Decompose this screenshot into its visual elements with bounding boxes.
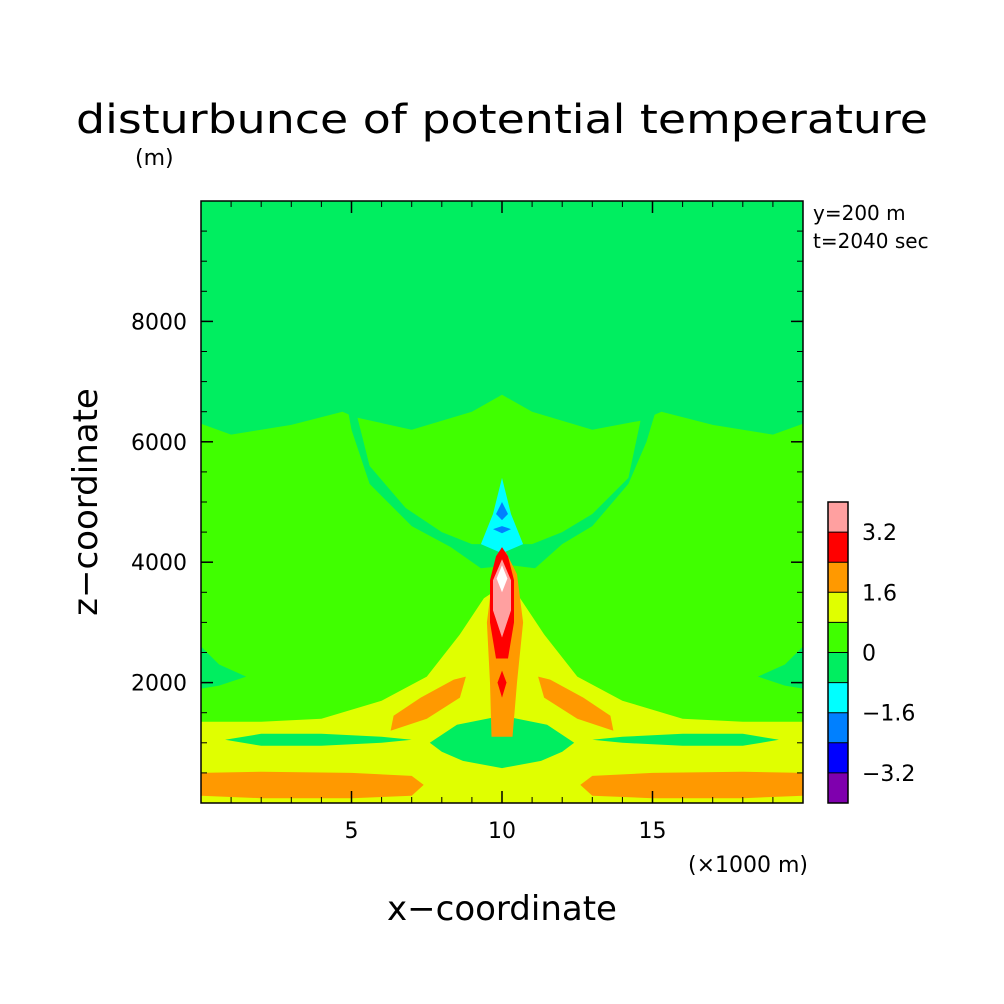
plot-axes: 5 10 15 2000 4000 6000 8000 [131, 200, 804, 844]
contour-region-7 [225, 733, 412, 746]
colorbar-swatch-5 [828, 622, 848, 653]
colorbar-tick-label: 0 [862, 642, 876, 667]
colorbar-frame [827, 501, 849, 804]
contour-region-19 [496, 502, 508, 521]
annotation-t: t=2040 sec [813, 229, 929, 253]
colorbar-swatch-0 [828, 772, 848, 803]
colorbar-tick-label: −3.2 [862, 762, 915, 787]
colorbar-swatch-2 [828, 712, 848, 743]
contour-region-4 [201, 646, 247, 689]
chart-title: disturbunce of potential temperature [76, 97, 928, 143]
x-axis-label: x−coordinate [387, 889, 617, 929]
y-tick-label: 8000 [131, 310, 187, 335]
y-axis-label: z−coordinate [66, 388, 106, 616]
contour-region-13 [390, 676, 466, 731]
contour-region-12 [580, 771, 803, 799]
colorbar-swatch-3 [828, 682, 848, 713]
colorbar-tick-label: 1.6 [862, 581, 897, 606]
contour-region-10 [486, 777, 521, 781]
colorbar: 3.2 1.6 0 −1.6 −3.2 [827, 501, 915, 804]
colorbar-swatch-8 [828, 532, 848, 563]
contour-regions [201, 201, 803, 803]
y-tick-label: 4000 [131, 551, 187, 576]
z-unit-label: (m) [135, 146, 174, 171]
colorbar-swatch-4 [828, 652, 848, 683]
x-tick-label: 15 [639, 819, 667, 844]
contour-region-20 [493, 526, 511, 534]
contour-region-22 [496, 565, 508, 593]
y-tick-label: 2000 [131, 672, 187, 697]
x-tick-label: 5 [345, 819, 359, 844]
contour-region-11 [201, 771, 424, 799]
colorbar-tick-label: −1.6 [862, 702, 915, 727]
annotation-y: y=200 m [813, 201, 906, 225]
x-tick-label: 10 [488, 819, 516, 844]
contour-region-3 [357, 394, 641, 545]
colorbar-swatch-1 [828, 742, 848, 773]
colorbar-swatch-9 [828, 502, 848, 533]
contour-region-17 [497, 670, 507, 698]
contour-region-8 [592, 733, 779, 746]
x-unit-label: (×1000 m) [688, 853, 808, 878]
colorbar-swatch-7 [828, 562, 848, 593]
contour-region-14 [538, 676, 614, 731]
colorbar-tick-label: 3.2 [862, 521, 897, 546]
contour-region-9 [429, 715, 575, 769]
y-tick-label: 6000 [131, 431, 187, 456]
contour-region-5 [757, 646, 803, 689]
colorbar-swatch-6 [828, 592, 848, 623]
